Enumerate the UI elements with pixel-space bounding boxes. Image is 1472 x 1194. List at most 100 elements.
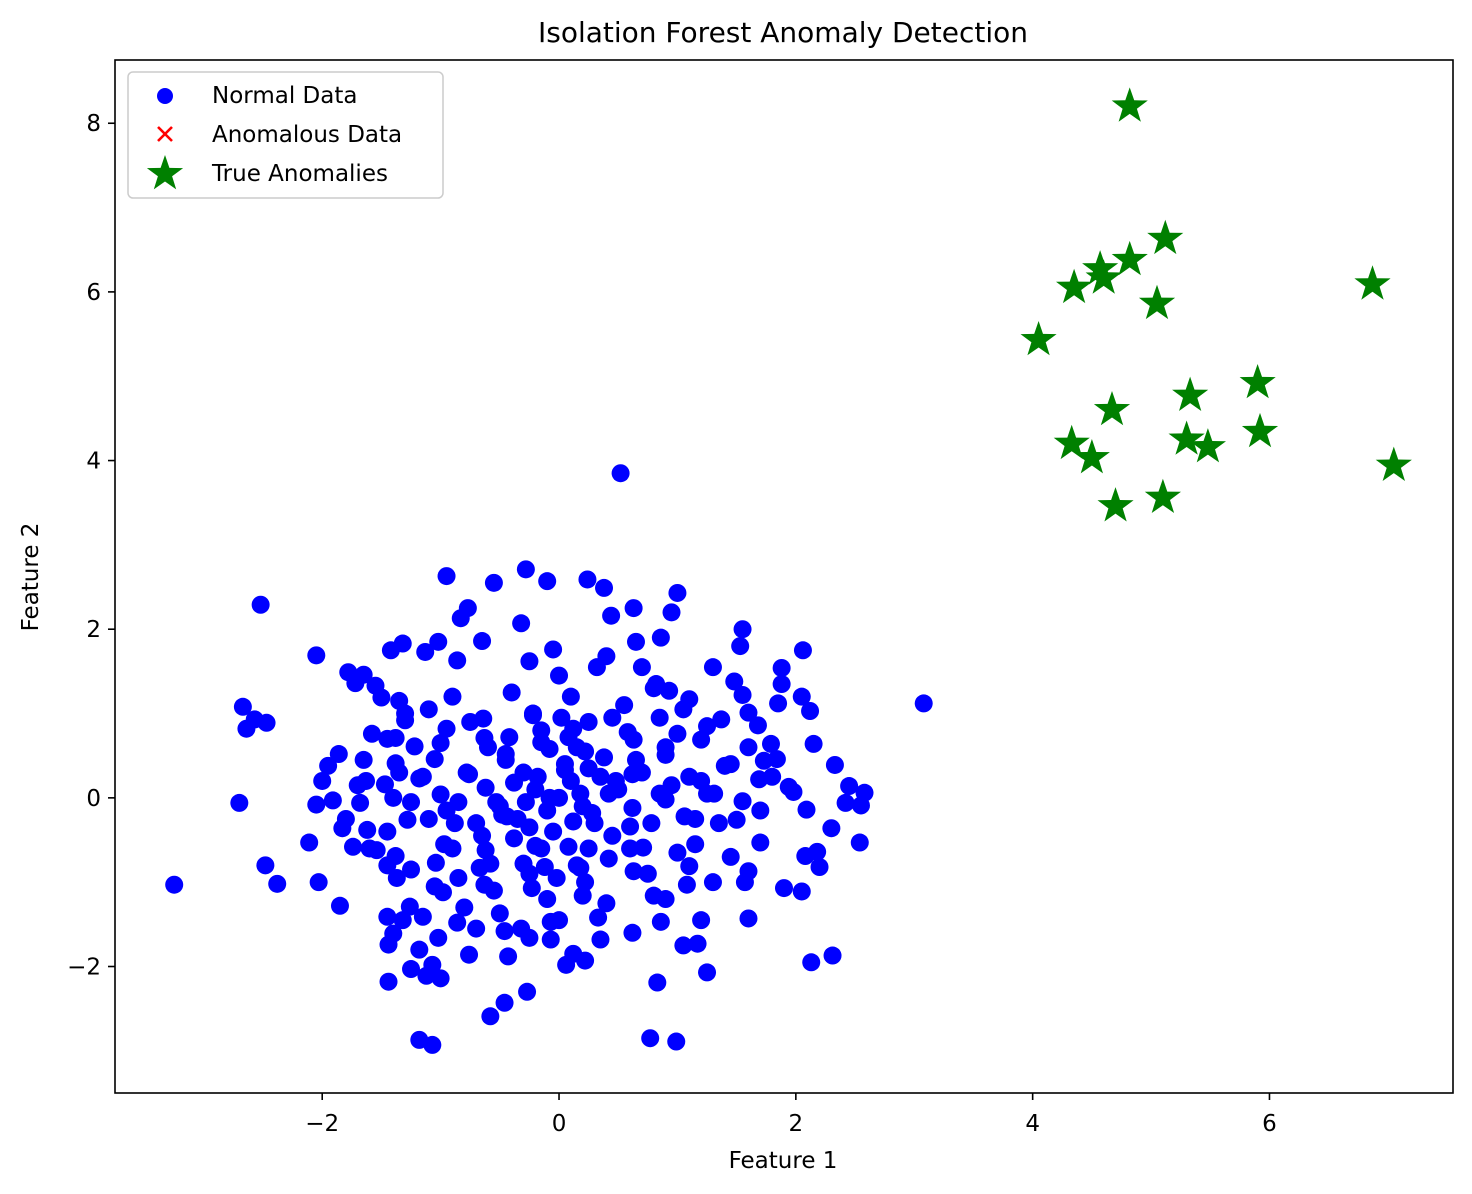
normal-point: [651, 912, 670, 931]
normal-point: [626, 632, 645, 651]
normal-point: [579, 839, 598, 858]
normal-point: [400, 897, 419, 916]
normal-point: [426, 853, 445, 872]
true-anomaly-point: [1138, 284, 1176, 320]
normal-point: [793, 641, 812, 660]
normal-point: [775, 879, 793, 898]
normal-point: [429, 928, 448, 947]
normal-point: [378, 907, 397, 926]
normal-point: [354, 750, 373, 769]
normal-point: [495, 993, 514, 1012]
normal-point: [535, 858, 554, 877]
legend-marker-normal: [157, 88, 173, 104]
normal-point: [387, 868, 406, 887]
normal-point: [393, 911, 412, 930]
normal-point: [851, 796, 870, 815]
normal-point: [739, 703, 758, 722]
normal-point: [686, 835, 705, 854]
normal-point: [165, 875, 184, 894]
normal-point: [520, 818, 539, 837]
normal-point: [733, 620, 752, 639]
normal-point: [680, 857, 699, 876]
y-tick-label: −2: [67, 955, 101, 981]
legend: Normal Data Anomalous Data True Anomalie…: [127, 71, 444, 199]
normal-point: [606, 771, 625, 790]
normal-point: [761, 734, 780, 753]
y-tick-label: 0: [86, 786, 101, 812]
y-tick-label: 2: [86, 617, 101, 643]
legend-label-true-anomalies: True Anomalies: [211, 161, 388, 187]
normal-point: [541, 930, 560, 949]
normal-point: [579, 759, 598, 778]
true-anomaly-point: [1172, 376, 1209, 411]
normal-point: [579, 712, 598, 731]
normal-point: [437, 801, 456, 820]
normal-point: [309, 873, 328, 892]
normal-point: [578, 570, 597, 589]
normal-point: [402, 960, 421, 979]
normal-point: [576, 873, 595, 892]
normal-point: [449, 868, 468, 887]
normal-point: [417, 966, 436, 985]
legend-box: [127, 71, 444, 199]
normal-point: [662, 776, 681, 795]
normal-point: [300, 833, 319, 852]
true-anomaly-point: [1082, 250, 1119, 285]
normal-point: [660, 681, 679, 700]
normal-point: [621, 839, 640, 858]
normal-point: [668, 583, 687, 602]
normal-point: [656, 738, 675, 757]
true-anomaly-point: [1111, 87, 1148, 122]
normal-point: [772, 658, 791, 677]
normal-point: [484, 881, 503, 900]
normal-point: [425, 750, 444, 769]
normal-point: [748, 716, 767, 735]
normal-point: [443, 839, 462, 858]
normal-point: [490, 904, 509, 923]
normal-point: [650, 708, 669, 727]
normal-point: [512, 919, 531, 938]
true-anomaly-point: [1085, 259, 1122, 294]
normal-point: [257, 713, 276, 732]
normal-point: [313, 771, 332, 790]
normal-point: [597, 894, 616, 913]
true-anomaly-point: [1073, 439, 1110, 474]
normal-point: [323, 791, 342, 810]
normal-point: [767, 750, 786, 769]
normal-point: [268, 874, 287, 893]
normal-point: [307, 795, 326, 814]
normal-point: [796, 847, 815, 866]
normal-point: [307, 646, 326, 665]
normal-point: [528, 767, 547, 786]
normal-point: [644, 679, 663, 698]
normal-point: [547, 868, 566, 887]
normal-point: [721, 755, 740, 774]
normal-point: [624, 862, 643, 881]
normal-point: [731, 637, 750, 656]
normal-point: [739, 909, 758, 928]
normal-point: [379, 972, 398, 991]
true-anomaly-point: [1147, 219, 1184, 255]
legend-label-normal: Normal Data: [212, 83, 357, 109]
normal-point: [674, 700, 693, 719]
true-anomaly-point: [1144, 478, 1181, 513]
normal-point: [351, 793, 370, 812]
chart-title: Isolation Forest Anomaly Detection: [538, 16, 1028, 49]
normal-point: [624, 599, 643, 618]
normal-point: [583, 804, 602, 823]
normal-point: [346, 674, 365, 693]
normal-point: [623, 923, 642, 942]
normal-point: [522, 879, 541, 898]
normal-point: [810, 858, 829, 877]
normal-point: [599, 849, 618, 868]
y-axis-label: Feature 2: [18, 523, 44, 632]
normal-point: [500, 728, 519, 747]
normal-point: [784, 782, 803, 801]
legend-marker-anomalous: [157, 126, 173, 142]
y-axis: −2 0 2 4 6 8: [67, 111, 115, 981]
normal-point: [634, 838, 653, 857]
normal-point: [540, 739, 559, 758]
normal-point: [461, 712, 480, 731]
normal-point: [431, 969, 450, 988]
